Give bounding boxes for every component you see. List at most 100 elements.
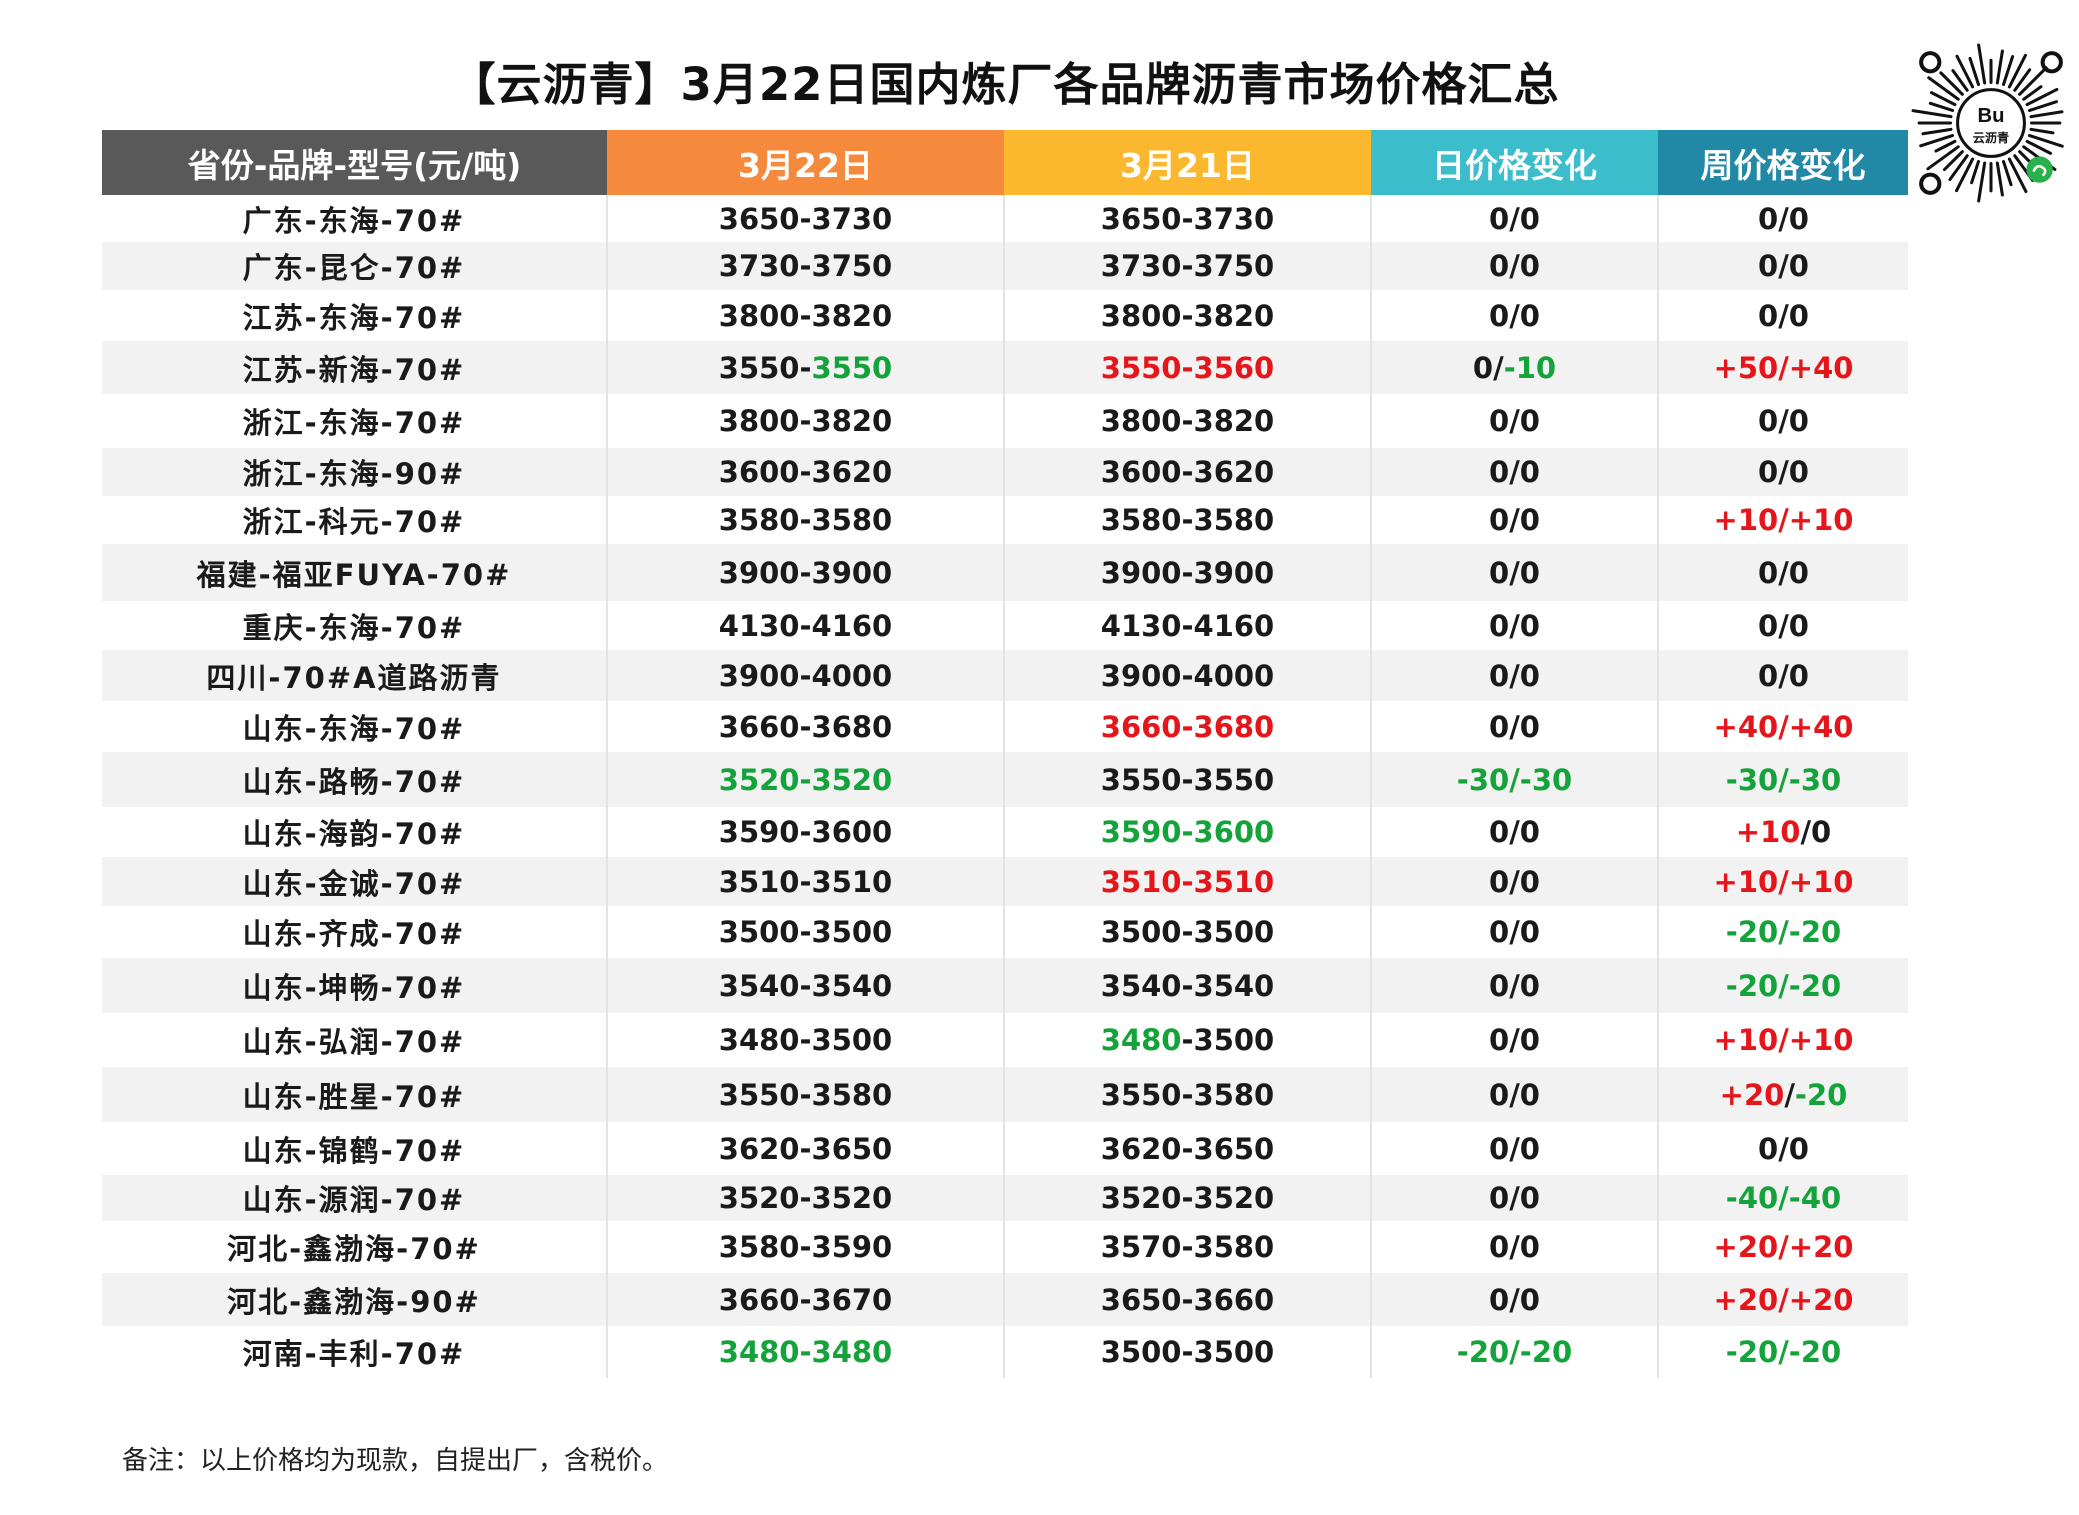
price-mar22-cell: 3800-3820 bbox=[606, 394, 1004, 448]
price-mar21-text: 3500-3500 bbox=[1100, 1335, 1275, 1369]
price-mar21-text: 3660-3680 bbox=[1100, 709, 1275, 744]
daily-change-cell: 0/0 bbox=[1370, 1013, 1658, 1067]
price-mar22-text: 3520-3520 bbox=[718, 1181, 893, 1215]
header-weekly-change: 周价格变化 bbox=[1658, 130, 1908, 195]
weekly-change-cell: +20/+20 bbox=[1657, 1221, 1908, 1273]
weekly-change-text: 0/0 bbox=[1758, 249, 1809, 283]
qr-label: 云沥青 bbox=[1973, 130, 2009, 145]
daily-change-cell: 0/0 bbox=[1370, 1067, 1658, 1122]
price-mar22-text: 4130-4160 bbox=[718, 608, 893, 643]
price-mar22-text: 3650-3730 bbox=[718, 201, 893, 236]
price-mar21-cell: 4130-4160 bbox=[1003, 601, 1371, 650]
weekly-change-cell: 0/0 bbox=[1657, 601, 1908, 650]
price-mar21-text: 3900-4000 bbox=[1100, 658, 1275, 693]
price-mar22-cell: 3520-3520 bbox=[606, 1175, 1004, 1221]
table-row: 重庆-东海-70# 4130-4160 4130-4160 0/0 0/0 bbox=[102, 601, 1908, 650]
table-row: 四川-70#A道路沥青 3900-4000 3900-4000 0/0 0/0 bbox=[102, 650, 1908, 701]
daily-change-cell: 0/0 bbox=[1370, 544, 1658, 601]
daily-change-text: 0/0 bbox=[1489, 1077, 1540, 1112]
price-mar22-text: 3660-3680 bbox=[718, 709, 893, 744]
table-row: 浙江-科元-70# 3580-3580 3580-3580 0/0 +10/+10 bbox=[102, 496, 1908, 544]
daily-change-cell: 0/0 bbox=[1370, 650, 1658, 701]
price-mar21-cell: 3800-3820 bbox=[1003, 394, 1371, 448]
price-mar22-cell: 3500-3500 bbox=[606, 906, 1004, 958]
price-mar21-cell: 3620-3650 bbox=[1003, 1122, 1371, 1175]
price-mar21-cell: 3500-3500 bbox=[1003, 906, 1371, 958]
region-brand-cell: 河南-丰利-70# bbox=[242, 1337, 466, 1371]
region-brand-cell: 福建-福亚FUYA-70# bbox=[102, 544, 607, 601]
weekly-change-cell: 0/0 bbox=[1657, 544, 1908, 601]
table-row: 山东-齐成-70# 3500-3500 3500-3500 0/0 -20/-20 bbox=[102, 906, 1908, 958]
table-row: 山东-金诚-70# 3510-3510 3510-3510 0/0 +10/+10 bbox=[102, 857, 1908, 906]
header-daily-change: 日价格变化 bbox=[1371, 130, 1658, 195]
price-mar22-text: 3590-3600 bbox=[718, 815, 893, 849]
table-row: 浙江-东海-70# 3800-3820 3800-3820 0/0 0/0 bbox=[102, 394, 1908, 448]
weekly-change-text: 0/0 bbox=[1758, 1131, 1809, 1166]
daily-change-text: 0/0 bbox=[1489, 1181, 1540, 1215]
weekly-change-text: -30/-30 bbox=[1725, 762, 1842, 797]
region-brand-cell: 浙江-东海-90# bbox=[102, 448, 607, 496]
price-mar21-text: 3800-3820 bbox=[1100, 298, 1275, 333]
daily-change-cell: 0/0 bbox=[1370, 1221, 1658, 1273]
region-brand-cell: 山东-路畅-70# bbox=[102, 752, 607, 807]
weekly-change-cell: +40/+40 bbox=[1657, 701, 1908, 752]
weekly-change-text: 0/0 bbox=[1758, 404, 1809, 438]
price-mar21-cell: 3600-3620 bbox=[1003, 448, 1371, 496]
daily-change-cell: 0/0 bbox=[1370, 448, 1658, 496]
price-mar22-text: 3620-3650 bbox=[718, 1131, 893, 1166]
price-mar21-text: 3540-3540 bbox=[1100, 968, 1275, 1003]
daily-change-text: 0/0 bbox=[1489, 404, 1540, 438]
price-mar22-text: 3800-3820 bbox=[718, 298, 893, 333]
price-mar22-cell: 3480-3480 bbox=[606, 1326, 1004, 1378]
daily-change-text: -20/-20 bbox=[1456, 1335, 1573, 1369]
weekly-change-text: +10/+10 bbox=[1713, 503, 1854, 537]
region-brand-cell: 广东-东海-70# bbox=[242, 203, 466, 238]
header-mar21: 3月21日 bbox=[1004, 130, 1371, 195]
daily-change-text: 0/0 bbox=[1489, 815, 1540, 849]
price-mar21-text: -3500 bbox=[1181, 1023, 1275, 1057]
daily-change-cell: 0/0 bbox=[1370, 807, 1658, 857]
table-row: 山东-源润-70# 3520-3520 3520-3520 0/0 -40/-40 bbox=[102, 1175, 1908, 1221]
price-mar21-cell: 3480-3500 bbox=[1003, 1013, 1371, 1067]
price-mar22-text: 3800-3820 bbox=[718, 404, 893, 438]
price-table: 省份-品牌-型号(元/吨) 3月22日 3月21日 日价格变化 周价格变化 广东… bbox=[102, 130, 1908, 1378]
table-row: 河北-鑫渤海-70# 3580-3590 3570-3580 0/0 +20/+20 bbox=[102, 1221, 1908, 1273]
daily-change-cell: 0/0 bbox=[1370, 195, 1658, 242]
region-brand-cell: 四川-70#A道路沥青 bbox=[102, 650, 607, 701]
table-row: 河南-丰利-70# 3480-3480 3500-3500 -20/-20 -20/-2… bbox=[102, 1326, 1908, 1378]
price-mar22-text: 3510-3510 bbox=[718, 864, 893, 899]
daily-change-text: 0/0 bbox=[1489, 864, 1540, 899]
weekly-change-text: 0/0 bbox=[1758, 555, 1809, 590]
daily-change-cell: 0/-10 bbox=[1370, 341, 1658, 394]
price-mar22-cell: 3600-3620 bbox=[606, 448, 1004, 496]
daily-change-text: 0/ bbox=[1472, 350, 1504, 385]
price-mar22-text: 3550- bbox=[718, 350, 812, 385]
price-mar22-text: 3900-4000 bbox=[718, 658, 893, 693]
price-mar22-cell: 3900-4000 bbox=[606, 650, 1004, 701]
daily-change-text: 0/0 bbox=[1489, 503, 1540, 537]
weekly-change-cell: +20/-20 bbox=[1657, 1067, 1908, 1122]
price-mar22-cell: 3550-3550 bbox=[606, 341, 1004, 394]
weekly-change-text: +10/+10 bbox=[1713, 864, 1854, 899]
price-mar21-cell: 3580-3580 bbox=[1003, 496, 1371, 544]
daily-change-cell: 0/0 bbox=[1370, 601, 1658, 650]
daily-change-cell: 0/0 bbox=[1370, 1273, 1658, 1326]
weekly-change-cell: +10/+10 bbox=[1657, 496, 1908, 544]
daily-change-cell: 0/0 bbox=[1370, 857, 1658, 906]
weekly-change-cell: 0/0 bbox=[1657, 394, 1908, 448]
weekly-change-cell: +10/+10 bbox=[1657, 857, 1908, 906]
price-mar21-text: 3590-3600 bbox=[1100, 815, 1275, 849]
daily-change-text: 0/0 bbox=[1489, 608, 1540, 643]
weekly-change-text: / bbox=[1784, 1077, 1795, 1112]
price-mar22-text: 3520-3520 bbox=[718, 762, 893, 797]
price-mar22-text: 3550 bbox=[811, 350, 893, 385]
daily-change-cell: 0/0 bbox=[1370, 1122, 1658, 1175]
price-mar21-text: 3520-3520 bbox=[1100, 1181, 1275, 1215]
daily-change-text: 0/0 bbox=[1489, 1023, 1540, 1057]
region-brand-cell: 山东-海韵-70# bbox=[242, 817, 466, 851]
price-mar22-cell: 3800-3820 bbox=[606, 290, 1004, 341]
price-mar22-cell: 3900-3900 bbox=[606, 544, 1004, 601]
table-row: 河北-鑫渤海-90# 3660-3670 3650-3660 0/0 +20/+20 bbox=[102, 1273, 1908, 1326]
price-mar21-text: 3650-3660 bbox=[1100, 1282, 1275, 1317]
daily-change-text: 0/0 bbox=[1489, 968, 1540, 1003]
